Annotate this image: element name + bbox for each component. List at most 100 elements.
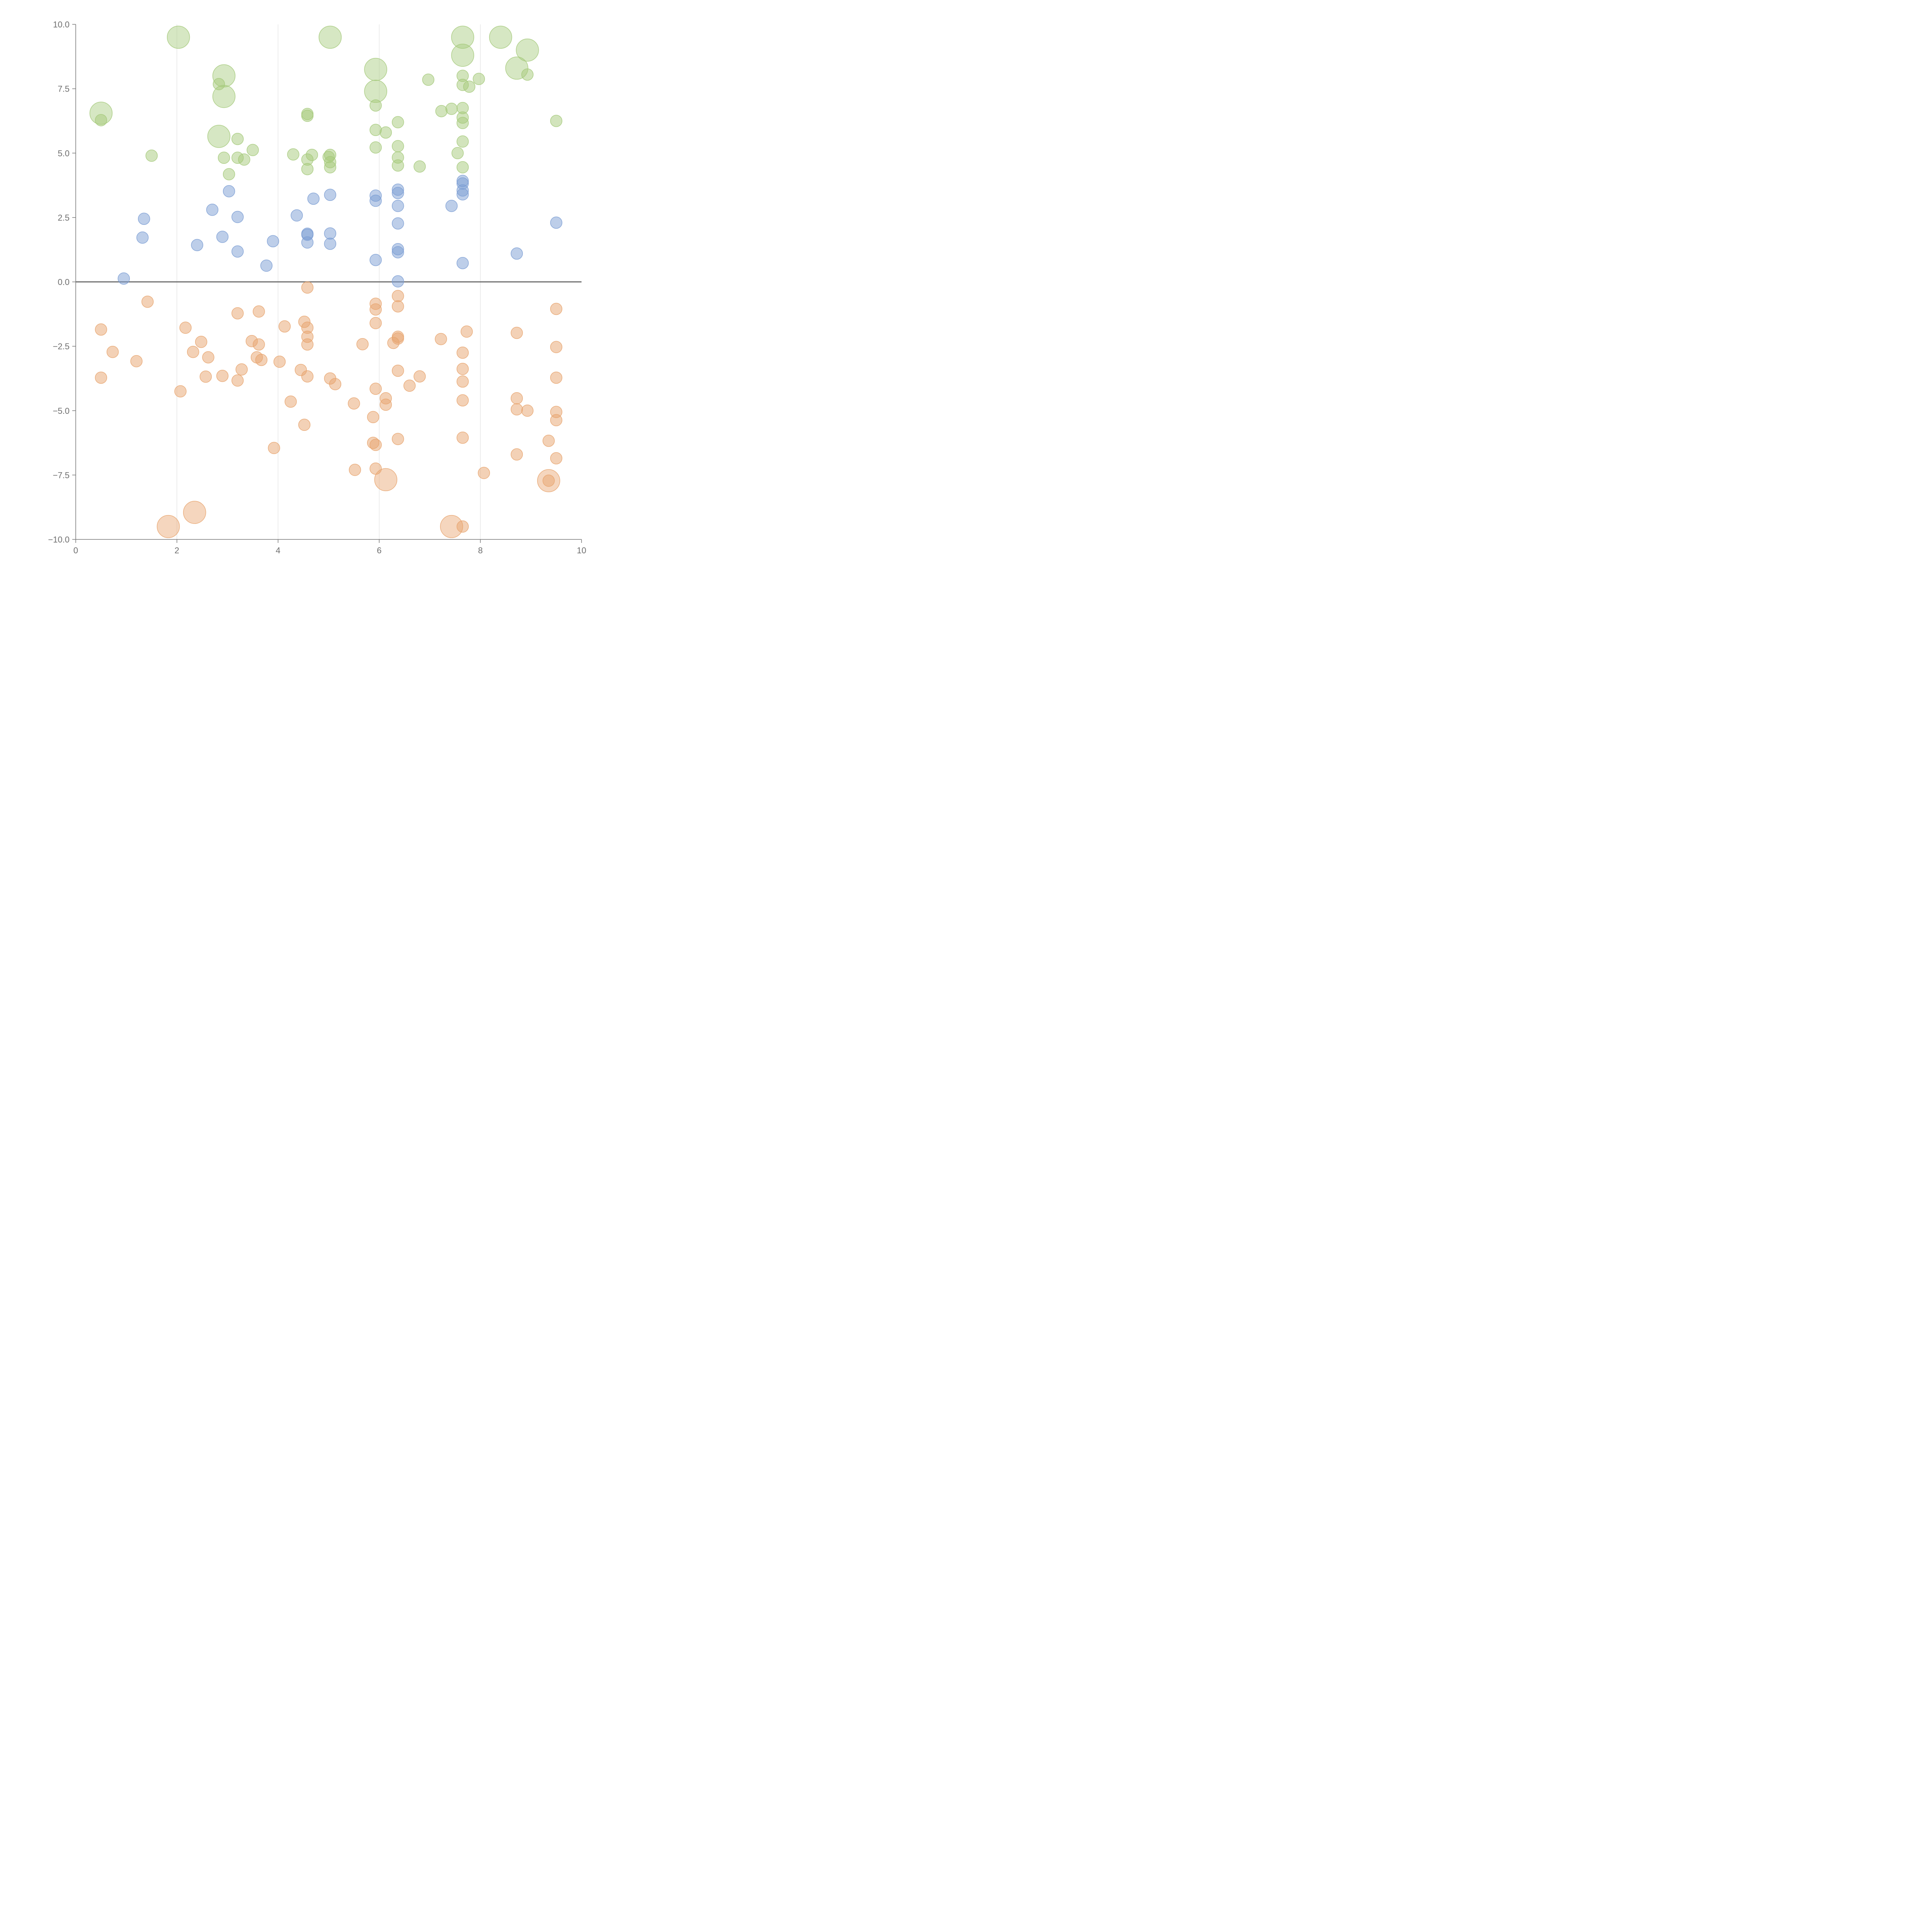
scatter-point <box>247 144 259 156</box>
scatter-point <box>136 231 149 244</box>
large-bubble-point <box>451 26 474 49</box>
scatter-point <box>287 148 299 161</box>
y-tick-label: 5.0 <box>58 148 70 158</box>
y-tick-label: −5.0 <box>53 406 70 416</box>
scatter-point <box>348 397 360 410</box>
scatter-point <box>456 394 469 406</box>
scatter-point <box>191 239 203 251</box>
scatter-point <box>369 462 382 475</box>
scatter-point <box>392 140 404 153</box>
scatter-point <box>235 363 248 376</box>
scatter-point <box>379 398 392 411</box>
scatter-point <box>174 385 187 398</box>
scatter-point <box>543 434 555 447</box>
scatter-point <box>456 520 469 533</box>
scatter-point <box>435 105 448 117</box>
scatter-point <box>550 115 563 127</box>
scatter-point <box>284 395 297 408</box>
scatter-point <box>223 185 235 197</box>
scatter-point <box>478 467 490 479</box>
y-tick-label: 7.5 <box>58 84 70 94</box>
large-bubble-point <box>364 58 387 81</box>
large-bubble-point <box>318 26 342 49</box>
scatter-point <box>510 403 523 416</box>
scatter-point <box>369 99 382 112</box>
scatter-point <box>550 341 563 353</box>
scatter-point <box>301 281 314 294</box>
scatter-point <box>463 80 476 93</box>
scatter-point <box>268 442 280 454</box>
y-tick-label: −7.5 <box>53 470 70 480</box>
scatter-chart: 0 2 4 6 8 10 10.0 7.5 5.0 2.5 0.0 −2.5 −5.0 −7.5 −10.0 <box>0 0 601 601</box>
scatter-point <box>231 245 244 258</box>
x-tick-label: 6 <box>377 546 381 555</box>
scatter-point <box>206 204 219 216</box>
scatter-point <box>392 364 404 377</box>
scatter-point <box>392 275 404 287</box>
scatter-point <box>138 213 150 225</box>
x-tick-label: 2 <box>175 546 179 555</box>
scatter-point <box>435 333 447 345</box>
scatter-point <box>130 355 143 367</box>
scatter-point <box>95 114 107 126</box>
scatter-point <box>324 161 337 173</box>
scatter-point <box>456 347 469 359</box>
x-tick-label: 10 <box>577 546 586 555</box>
scatter-point <box>369 439 382 451</box>
scatter-point <box>195 336 207 348</box>
scatter-point <box>392 300 404 313</box>
scatter-point <box>253 305 265 318</box>
scatter-point <box>301 109 314 122</box>
scatter-point <box>199 371 212 383</box>
y-tick-label: 2.5 <box>58 213 70 223</box>
scatter-point <box>392 187 404 199</box>
scatter-point <box>379 126 392 139</box>
scatter-point <box>550 216 563 229</box>
x-tick-label: 4 <box>276 546 280 555</box>
scatter-point <box>422 73 435 86</box>
scatter-point <box>510 327 523 339</box>
scatter-point <box>387 337 400 349</box>
scatter-point <box>550 303 563 315</box>
scatter-point <box>445 102 458 115</box>
scatter-point <box>278 320 291 333</box>
scatter-point <box>456 188 469 201</box>
data-points <box>89 26 563 538</box>
y-tick-label: 0.0 <box>58 277 70 287</box>
scatter-point <box>445 200 458 212</box>
scatter-point <box>307 192 320 205</box>
y-tick-label: −2.5 <box>53 342 70 351</box>
scatter-point <box>456 363 469 375</box>
scatter-point <box>367 411 379 423</box>
scatter-point <box>521 68 534 81</box>
scatter-point <box>392 200 404 212</box>
scatter-point <box>231 374 244 387</box>
scatter-point <box>456 375 469 388</box>
scatter-point <box>255 354 268 366</box>
scatter-point <box>413 370 426 383</box>
large-bubble-point <box>451 44 474 67</box>
scatter-point <box>95 371 107 384</box>
scatter-point <box>392 159 404 172</box>
scatter-point <box>213 78 225 90</box>
scatter-point <box>550 452 563 464</box>
scatter-point <box>403 379 416 392</box>
scatter-point <box>510 392 523 405</box>
scatter-point <box>301 370 314 383</box>
scatter-point <box>187 346 199 358</box>
scatter-point <box>521 405 534 417</box>
scatter-point <box>392 116 404 129</box>
large-bubble-point <box>489 26 512 49</box>
scatter-point <box>301 163 314 175</box>
scatter-point <box>356 338 369 350</box>
scatter-point <box>369 303 382 316</box>
scatter-point <box>117 272 130 285</box>
scatter-point <box>456 117 469 129</box>
scatter-point <box>231 307 244 320</box>
scatter-point <box>253 338 265 351</box>
scatter-point <box>95 323 107 336</box>
scatter-point <box>301 338 314 351</box>
scatter-point <box>510 448 523 461</box>
scatter-point <box>473 73 485 85</box>
scatter-point <box>392 217 404 230</box>
